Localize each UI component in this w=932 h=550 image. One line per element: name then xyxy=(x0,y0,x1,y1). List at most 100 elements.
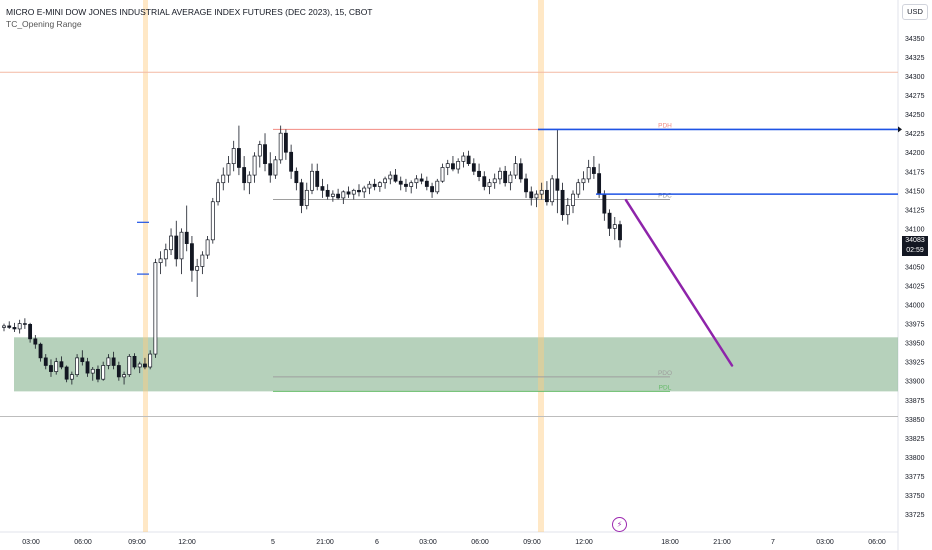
time-tick-label: 06:00 xyxy=(471,539,489,546)
price-tick-label: 33775 xyxy=(905,474,925,481)
time-tick-label: 21:00 xyxy=(713,539,731,546)
candle xyxy=(221,167,226,191)
candle-body xyxy=(22,323,27,325)
candle-body xyxy=(346,191,351,195)
session-open-highlight xyxy=(143,0,148,532)
candle xyxy=(456,158,461,174)
chart-legend: MICRO E-MINI DOW JONES INDUSTRIAL AVERAG… xyxy=(6,6,373,30)
candle xyxy=(231,140,236,172)
candle xyxy=(435,178,440,195)
candle-body xyxy=(586,167,591,180)
candle xyxy=(357,184,361,197)
candle xyxy=(576,178,581,198)
price-tick-label: 33800 xyxy=(905,455,925,462)
candle-body xyxy=(430,186,434,193)
candle-body xyxy=(424,180,429,187)
candle xyxy=(466,150,471,166)
candle-body xyxy=(226,163,231,176)
candle xyxy=(341,190,346,205)
price-tick-label: 33875 xyxy=(905,398,925,405)
time-tick-label: 5 xyxy=(271,539,275,546)
price-tick-label: 34200 xyxy=(905,150,925,157)
candle-body xyxy=(69,374,74,380)
lightning-icon[interactable]: ⚡ xyxy=(612,517,627,532)
candle xyxy=(64,365,69,383)
candle-body xyxy=(184,231,189,244)
candle-body xyxy=(54,361,59,372)
candle-body xyxy=(581,178,586,184)
candle xyxy=(242,156,247,191)
candle xyxy=(7,321,12,329)
candle-body xyxy=(612,224,617,229)
level-label-pdo: PDO xyxy=(658,370,672,377)
candle xyxy=(461,152,466,168)
candle xyxy=(320,178,325,198)
candle-body xyxy=(560,189,565,216)
candle xyxy=(80,350,85,366)
candle xyxy=(236,125,241,176)
candle-body xyxy=(571,193,575,206)
candle-body xyxy=(565,205,570,216)
candle xyxy=(487,178,492,195)
candle-body xyxy=(64,366,69,380)
candle-body xyxy=(471,163,476,172)
candle-body xyxy=(367,183,372,189)
candle xyxy=(560,182,565,221)
candle xyxy=(351,188,356,200)
time-tick-label: 7 xyxy=(771,539,775,546)
candle xyxy=(539,182,544,200)
candle-body xyxy=(524,178,528,193)
candle-body xyxy=(445,163,450,168)
candle-body xyxy=(80,357,85,363)
candle xyxy=(571,190,575,214)
candle xyxy=(143,357,147,370)
candle-body xyxy=(210,201,215,241)
candle xyxy=(17,319,22,334)
candle-body xyxy=(85,361,90,374)
candle-body xyxy=(597,173,602,195)
candle-body xyxy=(362,187,367,193)
candle xyxy=(529,186,534,206)
time-tick-label: 03:00 xyxy=(419,539,437,546)
candle-body xyxy=(17,323,22,330)
candle-body xyxy=(398,180,403,185)
candle-body xyxy=(388,174,393,180)
countdown-timer: 02:59 xyxy=(906,247,924,254)
price-tick-label: 34300 xyxy=(905,74,925,81)
candle-body xyxy=(169,235,173,251)
candle xyxy=(518,158,523,183)
candle-body xyxy=(158,258,163,264)
candle-body xyxy=(419,178,424,182)
candle-body xyxy=(492,178,497,184)
symbol-title: MICRO E-MINI DOW JONES INDUSTRIAL AVERAG… xyxy=(6,7,373,17)
candle xyxy=(534,190,539,208)
candle-body xyxy=(247,174,252,184)
candle xyxy=(22,318,27,329)
candle xyxy=(414,175,419,189)
candle xyxy=(54,357,59,375)
candle-body xyxy=(205,239,210,256)
candle-body xyxy=(294,170,299,184)
candle xyxy=(49,359,53,377)
candle xyxy=(2,323,6,332)
candle xyxy=(226,156,231,183)
time-tick-label: 12:00 xyxy=(575,539,593,546)
currency-button[interactable]: USD xyxy=(902,4,928,20)
candle-body xyxy=(96,368,100,380)
candle xyxy=(304,182,309,210)
time-tick-label: 03:00 xyxy=(22,539,40,546)
candle-body xyxy=(33,338,38,345)
trend-line[interactable] xyxy=(624,198,734,367)
time-tick-label: 18:00 xyxy=(661,539,679,546)
candle xyxy=(195,258,200,297)
candle xyxy=(524,173,528,198)
candle xyxy=(471,158,476,176)
candle xyxy=(111,351,116,370)
candle xyxy=(336,188,341,200)
demand-zone-rectangle[interactable] xyxy=(14,337,898,392)
last-price-value: 34083 xyxy=(905,237,925,244)
candle xyxy=(153,258,158,358)
candle-body xyxy=(315,170,320,187)
candle-body xyxy=(544,189,549,203)
